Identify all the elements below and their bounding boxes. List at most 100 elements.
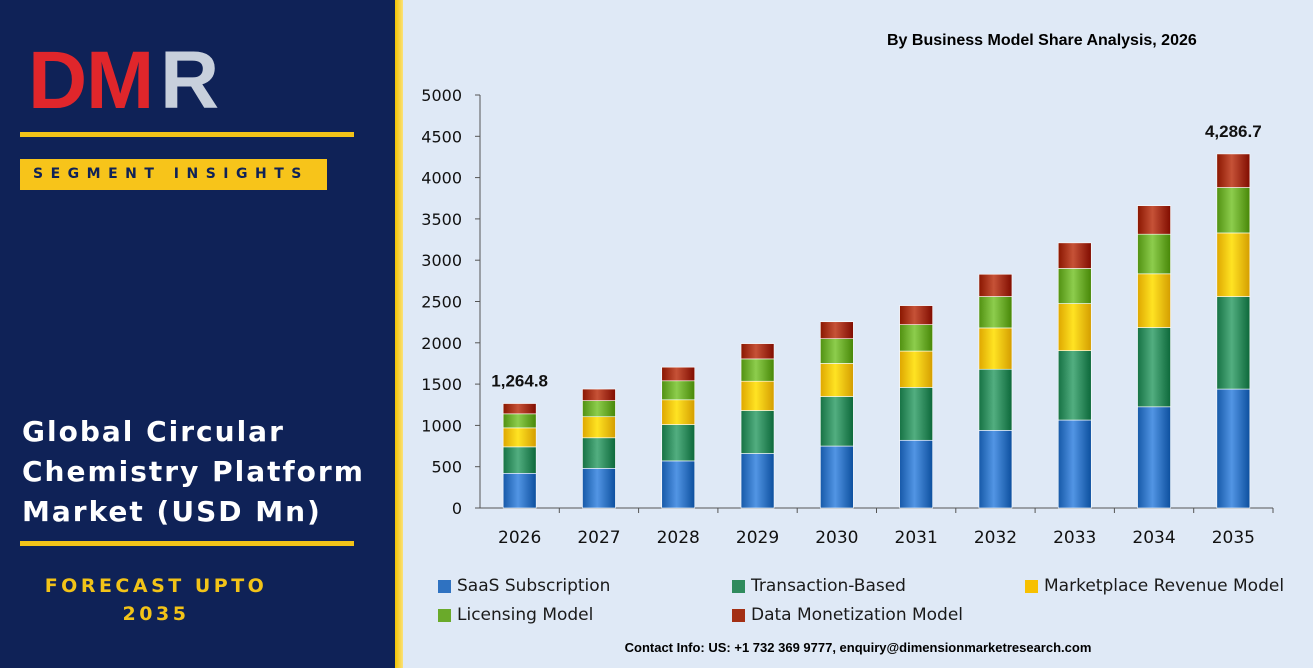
bar-segment-transaction-2026 [502, 446, 537, 474]
bar-segment-transaction-2027 [582, 437, 616, 469]
bar-segment-transaction-2028 [661, 424, 696, 462]
y-tick-label: 500 [431, 458, 462, 477]
bar-segment-data-2030 [820, 321, 854, 339]
bar-segment-saas-2026 [502, 473, 537, 509]
bar-segment-data-2028 [661, 366, 696, 382]
bar-segment-marketplace-2029 [740, 380, 775, 411]
bar-segment-licensing-2035 [1216, 187, 1251, 234]
x-tick-label: 2027 [577, 528, 620, 548]
bar-segment-transaction-2035 [1216, 296, 1251, 390]
y-tick-label: 5000 [421, 86, 462, 105]
bar-segment-transaction-2030 [820, 396, 854, 447]
bar-segment-saas-2030 [820, 445, 854, 509]
market-title: Global Circular Chemistry Platform Marke… [22, 412, 382, 532]
bar-segment-marketplace-2026 [502, 427, 537, 448]
bar-segment-saas-2035 [1216, 388, 1251, 509]
forecast-line-2: 2035 [122, 603, 190, 625]
legend-item-licensing: Licensing Model [438, 605, 593, 625]
legend-label-data-monetization: Data Monetization Model [751, 605, 964, 625]
bar-segment-licensing-2030 [820, 338, 854, 364]
y-tick-label: 1500 [421, 375, 462, 394]
chart-title: By Business Model Share Analysis, 2026 [887, 32, 1197, 49]
gold-vertical-divider [395, 0, 403, 668]
forecast-line-1: FORECAST UPTO [44, 575, 268, 597]
bar-segment-data-2029 [740, 343, 775, 360]
legend-label-licensing: Licensing Model [457, 605, 594, 625]
market-title-line-1: Global Circular [22, 415, 285, 448]
segment-insights-badge: SEGMENT INSIGHTS [20, 159, 327, 190]
bar-segment-data-2031 [899, 305, 933, 325]
y-tick-label: 3000 [421, 251, 462, 270]
chart-legend: SaaS Subscription Transaction-Based Mark… [403, 572, 1313, 632]
legend-label-saas: SaaS Subscription [457, 576, 611, 596]
data-label-2035: 4,286.7 [1205, 122, 1262, 141]
bar-segment-licensing-2031 [899, 324, 933, 352]
bar-segment-data-2032 [978, 273, 1013, 297]
x-tick-label: 2026 [498, 528, 541, 548]
bar-segment-transaction-2034 [1137, 327, 1171, 408]
bar-segment-data-2035 [1216, 153, 1251, 188]
logo-r: R [160, 36, 218, 120]
market-title-line-2: Chemistry Platform [22, 455, 365, 488]
legend-item-data-monetization: Data Monetization Model [732, 605, 963, 625]
bar-segment-data-2026 [502, 403, 537, 415]
bar-segment-marketplace-2031 [899, 350, 933, 388]
bar-segment-licensing-2033 [1057, 268, 1092, 304]
market-title-line-3: Market (USD Mn) [22, 495, 322, 528]
logo-m: M [86, 36, 151, 120]
y-tick-label: 0 [452, 499, 462, 518]
legend-swatch-transaction [732, 579, 745, 593]
bar-segment-marketplace-2033 [1057, 303, 1092, 351]
bar-segment-marketplace-2028 [661, 399, 696, 425]
bar-segment-transaction-2031 [899, 387, 933, 441]
bar-segment-saas-2031 [899, 439, 933, 509]
legend-swatch-data-monetization [732, 608, 745, 622]
bar-segment-transaction-2033 [1057, 350, 1092, 421]
y-tick-label: 4000 [421, 169, 462, 188]
y-tick-label: 2500 [421, 293, 462, 312]
bar-segment-marketplace-2027 [582, 416, 616, 439]
legend-item-transaction: Transaction-Based [732, 576, 906, 596]
dmr-logo: D M R [28, 35, 228, 126]
legend-label-transaction: Transaction-Based [751, 576, 906, 596]
data-label-2026: 1,264.8 [491, 372, 548, 391]
bar-segment-data-2033 [1057, 242, 1092, 269]
legend-swatch-marketplace [1025, 579, 1038, 593]
bar-segment-marketplace-2032 [978, 327, 1013, 370]
y-tick-label: 2000 [421, 334, 462, 353]
x-tick-label: 2035 [1212, 528, 1255, 548]
x-tick-label: 2030 [815, 528, 858, 548]
legend-item-marketplace: Marketplace Revenue Model [1025, 576, 1284, 596]
left-panel: D M R SEGMENT INSIGHTS Global Circular C… [0, 0, 395, 668]
bar-segment-saas-2028 [661, 460, 696, 509]
x-tick-label: 2034 [1132, 528, 1175, 548]
bar-segment-data-2034 [1137, 205, 1171, 235]
stacked-bar-chart: 0 500 1000 1500 2000 2500 3000 3500 4000 4500 5000… [421, 86, 1274, 548]
gold-divider-top [20, 132, 354, 137]
chart-area: By Business Model Share Analysis, 2026 0… [403, 0, 1313, 668]
x-tick-label: 2031 [895, 528, 938, 548]
bar-segment-transaction-2029 [740, 410, 775, 454]
legend-label-marketplace: Marketplace Revenue Model [1044, 576, 1285, 596]
bar-segment-licensing-2028 [661, 380, 696, 401]
y-tick-label: 3500 [421, 210, 462, 229]
bar-segment-licensing-2032 [978, 296, 1013, 329]
bar-segment-saas-2029 [740, 453, 775, 509]
legend-swatch-saas [438, 579, 451, 593]
bar-segment-marketplace-2035 [1216, 232, 1251, 297]
bar-segment-data-2027 [582, 388, 616, 401]
x-tick-label: 2029 [736, 528, 779, 548]
bar-segment-saas-2033 [1057, 419, 1092, 509]
y-tick-label: 1000 [421, 416, 462, 435]
bar-segment-licensing-2026 [502, 413, 537, 429]
bar-segment-licensing-2029 [740, 358, 775, 382]
x-tick-label: 2032 [974, 528, 1017, 548]
x-tick-label: 2033 [1053, 528, 1096, 548]
bar-segment-marketplace-2034 [1137, 273, 1171, 328]
forecast-label: FORECAST UPTO 2035 [20, 572, 292, 628]
bar-segment-saas-2027 [582, 468, 616, 509]
bar-segment-marketplace-2030 [820, 363, 854, 397]
bar-segment-saas-2032 [978, 430, 1013, 509]
legend-item-saas: SaaS Subscription [438, 576, 610, 596]
contact-info: Contact Info: US: +1 732 369 9777, enqui… [624, 640, 1092, 655]
